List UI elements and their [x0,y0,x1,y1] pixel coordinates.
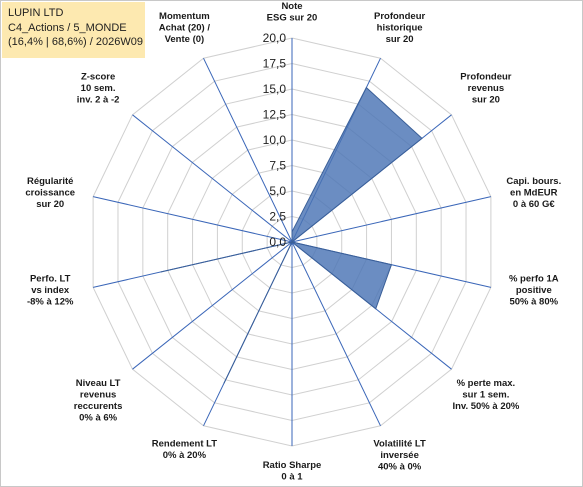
tick-label: 0,0 [269,235,286,249]
tick-label: 7,5 [269,159,286,173]
header-stats: (16,4% | 68,6%) / 2026W09 [8,36,143,48]
tick-label: 15,0 [263,82,287,96]
chart-header: LUPIN LTD C4_Actions / 5_MONDE (16,4% | … [2,2,145,58]
axis-label-3: Capi. bours. en MdEUR 0 à 60 G€ [506,176,561,210]
axis-label-13: Momentum Achat (20) / Vente (0) [159,11,211,45]
axis-spoke-13 [203,57,293,243]
axis-label-6: Volatilité LT inversée 40% à 0% [373,438,426,472]
axis-spoke-6 [291,241,381,427]
axis-spoke-9 [132,241,293,370]
axis-spoke-11 [93,196,293,243]
axis-label-10: Perfo. LT vs index -8% à 12% [27,273,74,307]
axis-label-9: Niveau LT revenus reccurents 0% à 6% [74,378,123,424]
tick-label: 5,0 [269,184,286,198]
axis-spoke-12 [132,114,293,243]
tick-label: 20,0 [263,31,287,45]
axis-label-0: Note ESG sur 20 [267,1,318,24]
header-category: C4_Actions / 5_MONDE [8,21,127,34]
axis-label-8: Rendement LT 0% à 20% [152,438,217,461]
axis-label-5: % perte max. sur 1 sem. Inv. 50% à 20% [452,378,519,412]
axis-label-2: Profondeur revenus sur 20 [460,72,511,106]
axis-spoke-3 [291,196,491,243]
tick-label: 12,5 [263,108,287,122]
data-series-area [160,86,423,384]
axis-label-7: Ratio Sharpe 0 à 1 [263,460,322,483]
tick-label: 17,5 [263,57,287,71]
axis-label-4: % perfo 1A positive 50% à 80% [509,273,559,307]
header-company: LUPIN LTD [8,7,64,19]
axis-label-12: Z-score 10 sem. inv. 2 à -2 [77,72,120,106]
tick-label: 10,0 [263,133,287,147]
tick-label: 2,5 [269,210,286,224]
axis-label-1: Profondeur historique sur 20 [374,11,425,45]
axis-label-11: Régularité croissance sur 20 [25,176,75,210]
